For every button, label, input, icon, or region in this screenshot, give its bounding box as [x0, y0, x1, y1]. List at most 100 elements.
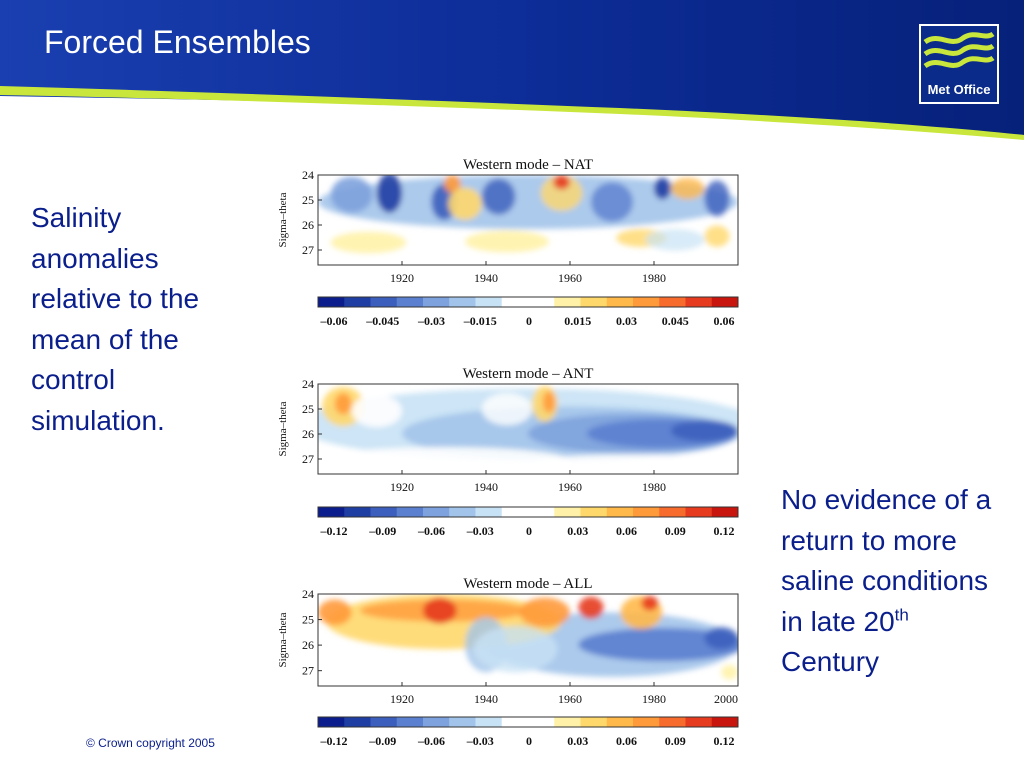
logo-text: Met Office: [927, 82, 991, 97]
plot-frame: [317, 174, 739, 266]
y-tick-label: 24: [302, 168, 314, 182]
colorbar-tick-label: 0.045: [662, 314, 689, 328]
salinity-charts: Western mode – NAT 24 25 26 27 Sigma–theta 192…: [277, 157, 739, 748]
colorbar-swatch: [370, 507, 398, 517]
colorbar-swatch: [606, 717, 634, 727]
contour-patch: [351, 394, 402, 428]
contour-patch: [473, 626, 558, 673]
contour-patch: [645, 229, 705, 251]
colorbar-swatch: [449, 297, 476, 307]
contour-patch: [704, 180, 730, 217]
x-tick-label: 1940: [474, 692, 498, 706]
colorbar-swatch: [554, 507, 581, 517]
colorbar-swatch: [528, 717, 555, 727]
colorbar-swatch: [344, 717, 371, 727]
colorbar-swatch: [633, 297, 660, 307]
colorbar-swatch: [633, 507, 660, 517]
colorbar-swatch: [370, 297, 398, 307]
contour-patch: [376, 175, 402, 213]
colorbar-swatch: [606, 297, 634, 307]
left-description: Salinity anomalies relative to the mean …: [31, 202, 200, 436]
colorbar-tick-label: –0.06: [320, 314, 348, 328]
colorbar-tick-label: –0.09: [368, 524, 396, 538]
contour-patch: [540, 175, 583, 211]
x-tick-label: 1920: [390, 480, 414, 494]
colorbar-swatch: [475, 717, 503, 727]
colorbar-tick-label: –0.12: [320, 524, 348, 538]
x-tick-label: 1920: [390, 271, 414, 285]
slide-title: Forced Ensembles: [44, 24, 311, 60]
colorbar-swatch: [580, 297, 608, 307]
colorbar-swatch: [659, 297, 686, 307]
y-axis-label: Sigma–theta: [277, 612, 289, 667]
colorbar-swatch: [501, 717, 529, 727]
colorbar-swatch: [606, 507, 634, 517]
wave-logo-icon: [923, 31, 995, 69]
contour-patch: [423, 597, 457, 624]
colorbar-swatch: [711, 717, 739, 727]
colorbar-swatch: [423, 507, 450, 517]
colorbar-frame: [317, 506, 739, 518]
contour-patch: [641, 595, 659, 611]
colorbar-tick-label: 0.03: [567, 524, 588, 538]
contour-patch: [330, 231, 407, 254]
colorbar-swatch: [318, 717, 345, 727]
colorbar-tick-label: 0: [526, 734, 532, 748]
colorbar-swatch: [396, 507, 424, 517]
contour-patch: [578, 596, 604, 619]
y-axis-label: Sigma–theta: [277, 192, 289, 247]
chart-panel-2: Western mode – ANT 24 25 26 27 Sigma–theta 192…: [277, 366, 739, 538]
y-tick-label: 25: [302, 402, 314, 416]
header-green-swoosh: [0, 86, 1024, 140]
right-text-superscript: th: [894, 605, 909, 625]
y-tick-label: 24: [302, 587, 314, 601]
colorbar-tick-label: 0.06: [714, 314, 735, 328]
contour-patch: [553, 175, 570, 190]
colorbar-tick-label: 0.09: [665, 734, 686, 748]
colorbar-swatch: [685, 717, 713, 727]
colorbar-frame: [317, 716, 739, 728]
colorbar-tick-label: –0.015: [463, 314, 497, 328]
contour-patch: [670, 420, 738, 442]
colorbar-tick-label: 0.12: [714, 734, 735, 748]
colorbar-swatch: [528, 507, 555, 517]
colorbar-tick-label: –0.03: [466, 734, 494, 748]
colorbar-swatch: [659, 507, 686, 517]
contour-patch: [334, 393, 352, 415]
contour-patch: [542, 391, 556, 413]
contour-patch: [481, 178, 516, 215]
colorbar-tick-label: 0.06: [616, 524, 637, 538]
x-tick-label: 2000: [714, 692, 738, 706]
colorbar-tick-label: 0.03: [616, 314, 637, 328]
slide-header: [0, 0, 1024, 140]
colorbar-swatch: [580, 507, 608, 517]
colorbar-tick-label: 0: [526, 314, 532, 328]
colorbar-tick-label: 0: [526, 524, 532, 538]
chart-panel-1: Western mode – NAT 24 25 26 27 Sigma–theta 192…: [277, 157, 739, 328]
colorbar-tick-label: –0.045: [365, 314, 399, 328]
contour-patch: [330, 176, 373, 213]
colorbar-swatch: [449, 507, 476, 517]
x-tick-label: 1940: [474, 480, 498, 494]
colorbar-swatch: [685, 507, 713, 517]
x-tick-label: 1960: [558, 480, 582, 494]
colorbar-swatch: [711, 297, 739, 307]
y-tick-label: 27: [302, 664, 314, 678]
contour-patch: [444, 175, 461, 193]
colorbar-tick-label: 0.12: [714, 524, 735, 538]
contour-patch: [528, 454, 738, 473]
colorbar-tick-label: 0.03: [567, 734, 588, 748]
colorbar-tick-label: –0.03: [417, 314, 445, 328]
colorbar-swatch: [344, 507, 371, 517]
x-tick-label: 1980: [642, 692, 666, 706]
x-tick-label: 1980: [642, 271, 666, 285]
contour-patch: [591, 182, 633, 222]
met-office-logo: Met Office: [919, 24, 999, 104]
y-tick-label: 27: [302, 243, 314, 257]
contour-patch: [448, 187, 482, 220]
y-tick-label: 26: [302, 638, 314, 652]
x-tick-label: 1940: [474, 271, 498, 285]
colorbar-tick-label: 0.015: [564, 314, 591, 328]
colorbar-swatch: [475, 297, 503, 307]
colorbar-swatch: [528, 297, 555, 307]
